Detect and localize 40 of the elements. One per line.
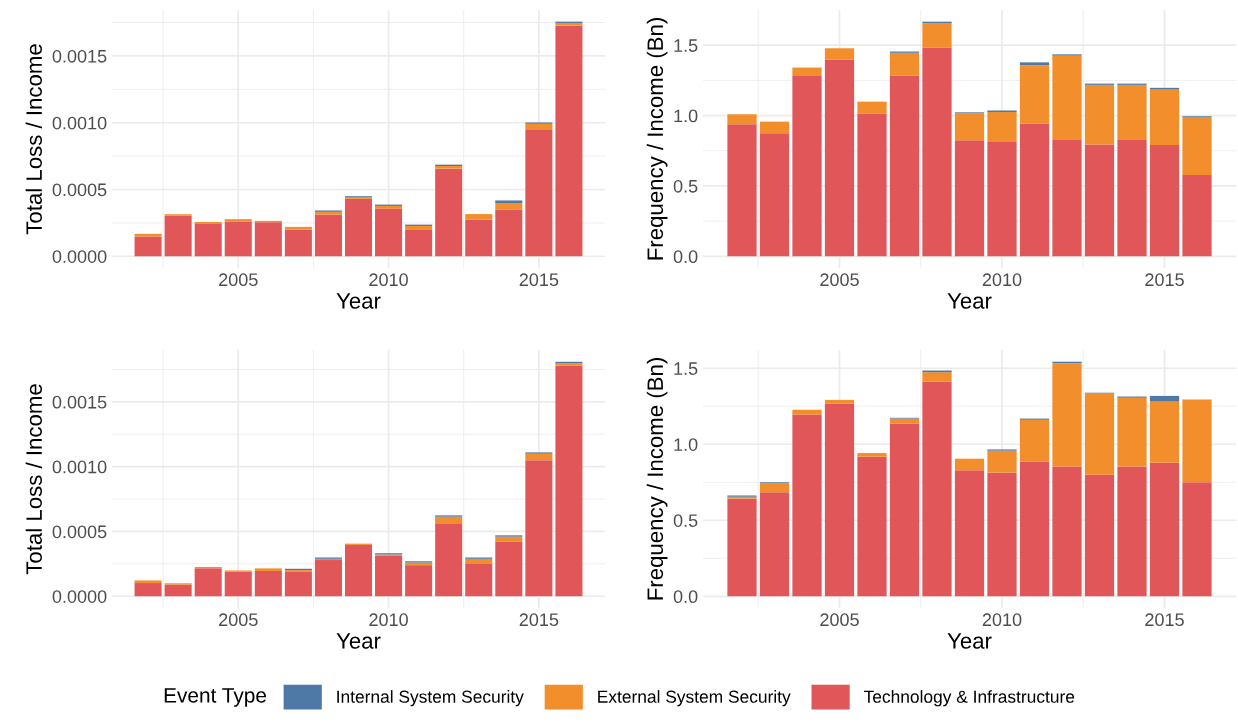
y-tick-label: 0.0010: [52, 460, 107, 474]
x-tick-label: 2010: [369, 273, 408, 287]
x-axis-title: Year: [336, 633, 381, 649]
y-tick-label: 0.0005: [52, 525, 107, 539]
y-tick-label: 0.0: [673, 250, 698, 264]
x-tick-label: 2005: [219, 273, 258, 287]
legend-title: Event Type: [164, 688, 267, 707]
x-tick-label: 2010: [982, 613, 1022, 627]
x-tick-label: 2015: [519, 273, 559, 287]
y-axis-title: Total Loss / Income: [25, 44, 42, 235]
y-axis-title: Frequency / Income (Bn): [646, 358, 668, 600]
y-tick-label: 0.0005: [52, 183, 107, 197]
x-tick-label: 2005: [219, 613, 258, 627]
y-tick-label: 0.0000: [52, 590, 107, 603]
legend-label: Internal System Security: [337, 690, 524, 707]
legend-label: Technology & Infrastructure: [863, 690, 1075, 707]
y-tick-label: 1.5: [674, 39, 698, 52]
y-tick-label: 0.0: [673, 590, 698, 604]
x-tick-label: 2010: [982, 273, 1022, 287]
legend-label: External System Security: [598, 690, 791, 707]
y-tick-label: 0.5: [673, 514, 698, 527]
y-axis-title: Total Loss / Income: [25, 384, 42, 575]
y-tick-label: 1.0: [674, 438, 698, 451]
x-axis-title: Year: [947, 633, 992, 649]
x-axis-title: Year: [336, 293, 381, 309]
y-tick-label: 1.0: [674, 109, 698, 123]
x-tick-label: 2010: [369, 613, 408, 627]
y-tick-label: 0.0010: [52, 116, 107, 130]
y-tick-label: 0.0000: [52, 250, 107, 263]
x-tick-label: 2015: [519, 613, 559, 627]
x-tick-label: 2015: [1145, 273, 1184, 287]
x-tick-label: 2015: [1145, 613, 1184, 627]
x-axis-title: Year: [947, 293, 992, 309]
x-tick-label: 2005: [820, 273, 859, 287]
y-axis-title: Frequency / Income (Bn): [646, 18, 668, 260]
y-tick-label: 0.0015: [52, 395, 107, 409]
y-tick-label: 1.5: [674, 362, 698, 375]
y-tick-label: 0.0015: [52, 49, 107, 63]
x-tick-label: 2005: [820, 613, 859, 627]
y-tick-label: 0.5: [673, 179, 698, 193]
